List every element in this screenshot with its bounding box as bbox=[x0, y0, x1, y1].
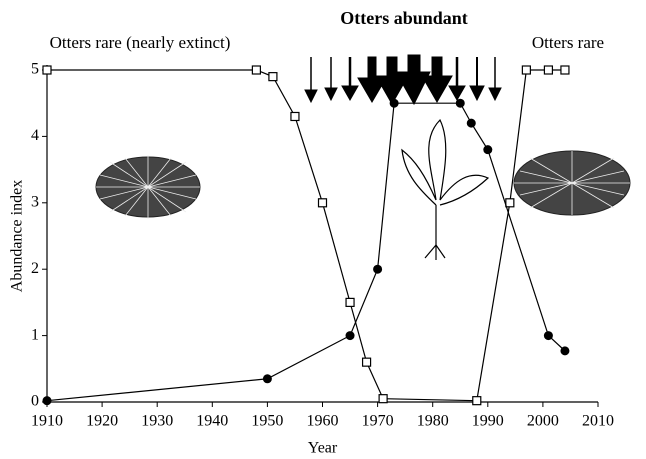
x-tick-label: 1960 bbox=[307, 413, 339, 430]
y-tick-label: 5 bbox=[31, 61, 39, 78]
point bbox=[506, 199, 514, 207]
point bbox=[456, 99, 465, 108]
series-line bbox=[47, 70, 565, 401]
point bbox=[346, 331, 355, 340]
otter-arrows bbox=[305, 55, 501, 104]
point bbox=[252, 66, 260, 74]
annotation: Otters rare bbox=[532, 33, 604, 52]
x-axis-label: Year bbox=[308, 440, 338, 457]
point bbox=[544, 331, 553, 340]
point bbox=[473, 397, 481, 405]
point bbox=[373, 265, 382, 274]
x-tick-label: 2000 bbox=[527, 413, 559, 430]
point bbox=[346, 298, 354, 306]
point bbox=[291, 112, 299, 120]
x-tick-label: 1910 bbox=[31, 413, 63, 430]
point bbox=[269, 73, 277, 81]
point bbox=[483, 145, 492, 154]
point bbox=[560, 346, 569, 355]
point bbox=[43, 396, 52, 405]
x-tick-label: 1940 bbox=[196, 413, 228, 430]
point bbox=[467, 119, 476, 128]
point bbox=[544, 66, 552, 74]
urchin-left bbox=[96, 155, 200, 219]
y-axis-label: Abundance index bbox=[9, 180, 26, 292]
x-tick-label: 1930 bbox=[141, 413, 173, 430]
y-tick-label: 1 bbox=[31, 326, 39, 343]
point bbox=[319, 199, 327, 207]
point bbox=[379, 395, 387, 403]
y-tick-label: 0 bbox=[31, 393, 39, 410]
point bbox=[43, 66, 51, 74]
point bbox=[561, 66, 569, 74]
chart: 0 1 2 3 4 5 1910 1920 1930 1940 1950 1960 1970 1980 19… bbox=[0, 0, 646, 459]
y-tick-label: 4 bbox=[31, 127, 39, 144]
y-tick-label: 3 bbox=[31, 193, 39, 210]
urchin-right bbox=[514, 151, 630, 215]
point bbox=[363, 358, 371, 366]
x-tick-label: 1920 bbox=[86, 413, 118, 430]
kelp bbox=[402, 120, 488, 260]
y-tick-label: 2 bbox=[31, 260, 39, 277]
x-tick-label: 1990 bbox=[472, 413, 504, 430]
annotation: Otters rare (nearly extinct) bbox=[50, 33, 231, 52]
point bbox=[390, 99, 399, 108]
point bbox=[522, 66, 530, 74]
x-tick-label: 1970 bbox=[362, 413, 394, 430]
x-tick-label: 2010 bbox=[582, 413, 614, 430]
point bbox=[263, 374, 272, 383]
x-tick-label: 1950 bbox=[251, 413, 283, 430]
x-tick-label: 1980 bbox=[417, 413, 449, 430]
annotation: Otters abundant bbox=[340, 8, 468, 28]
